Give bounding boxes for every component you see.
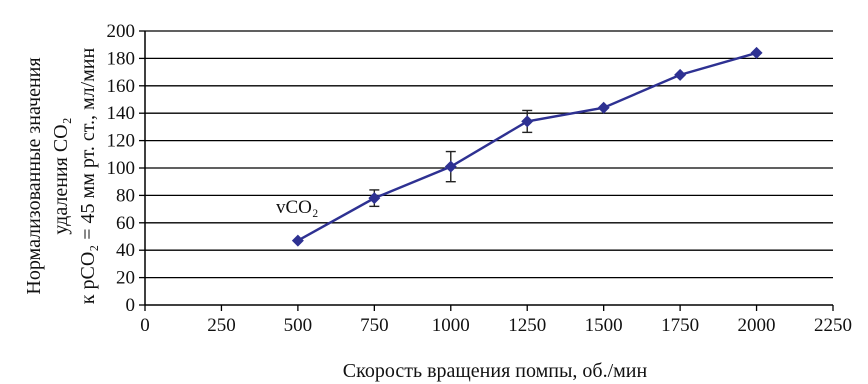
data-points — [291, 46, 763, 247]
y-tick-label: 20 — [116, 268, 135, 289]
x-tick-label: 1000 — [432, 315, 470, 336]
x-tick-label: 1500 — [585, 315, 623, 336]
x-tick-label: 1250 — [508, 315, 546, 336]
y-tick-label: 160 — [107, 76, 136, 97]
y-tick-label: 40 — [116, 240, 135, 261]
y-tick-label: 200 — [107, 21, 136, 42]
data-point — [444, 160, 457, 173]
y-tick-label: 80 — [116, 185, 135, 206]
y-tick-labels: 0 20 40 60 80 100 120 140 160 180 200 — [107, 21, 136, 316]
data-point — [521, 115, 534, 128]
y-tick-label: 60 — [116, 213, 135, 234]
x-tick-label: 500 — [284, 315, 313, 336]
x-axis-label: Скорость вращения помпы, об./мин — [343, 360, 648, 382]
grid-lines — [145, 30, 833, 279]
y-axis-label-line-2: удаления CO₂ — [50, 117, 72, 234]
data-point — [750, 46, 763, 59]
x-tick-label: 750 — [360, 315, 389, 336]
series-label: vCO₂ — [276, 197, 319, 218]
axes — [139, 30, 834, 311]
series-line — [297, 51, 757, 242]
x-tick-label: 1750 — [661, 315, 699, 336]
x-tick-label: 2000 — [738, 315, 776, 336]
data-point — [291, 234, 304, 247]
data-point — [674, 68, 687, 81]
x-tick-label: 250 — [207, 315, 236, 336]
y-tick-label: 100 — [107, 158, 136, 179]
data-point — [368, 192, 381, 205]
series-lines — [297, 51, 757, 242]
y-tick-label: 140 — [107, 103, 136, 124]
y-tick-label: 0 — [126, 295, 136, 316]
x-tick-label: 0 — [140, 315, 150, 336]
y-axis-label-line-3: к pCO₂ = 45 мм рт. ст., мл/мин — [77, 48, 99, 305]
y-axis-label: Нормализованные значения удаления CO₂ к … — [23, 48, 99, 305]
x-tick-label: 2250 — [814, 315, 852, 336]
x-tick-labels: 0 250 500 750 1000 1250 1500 1750 2000 2250 — [140, 315, 852, 336]
y-tick-label: 180 — [107, 48, 136, 69]
data-point — [597, 101, 610, 114]
y-tick-label: 120 — [107, 131, 136, 152]
error-bars — [369, 109, 533, 208]
y-axis-label-line-1: Нормализованные значения — [23, 57, 45, 294]
